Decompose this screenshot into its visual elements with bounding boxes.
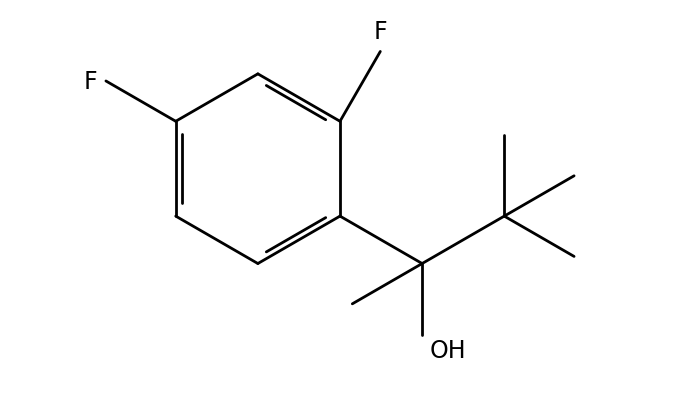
Text: OH: OH	[430, 339, 466, 362]
Text: F: F	[373, 20, 387, 44]
Text: F: F	[84, 70, 97, 94]
